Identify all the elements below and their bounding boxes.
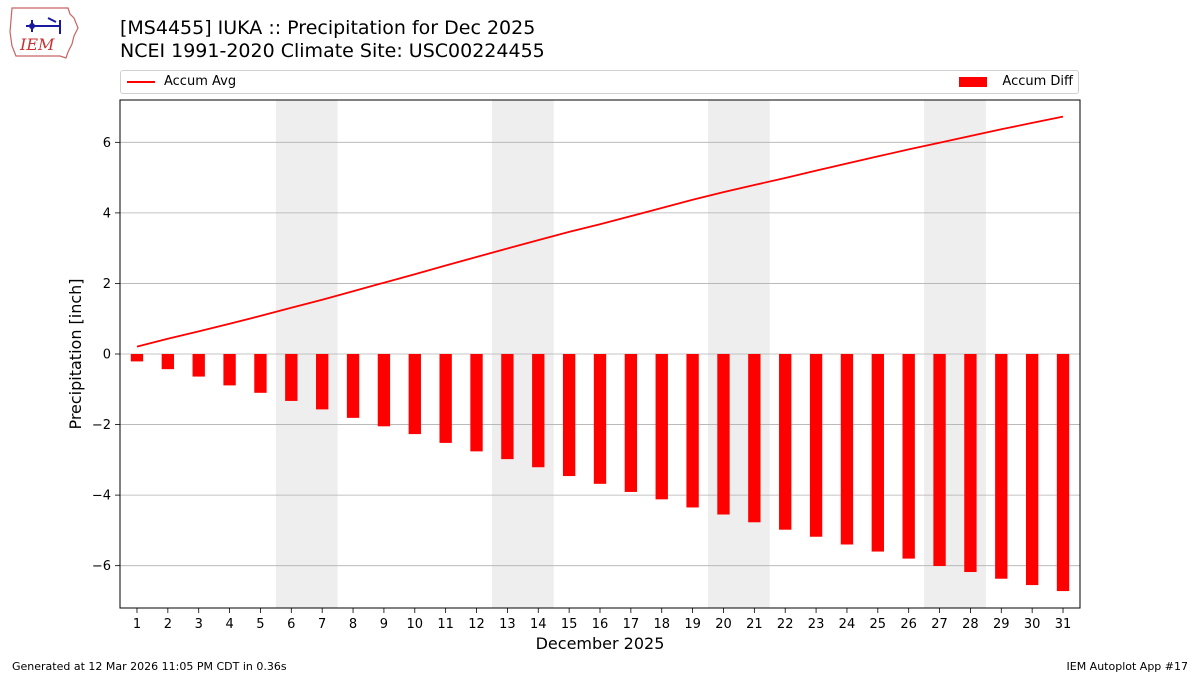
bar-day-25 <box>871 354 884 552</box>
tick-label-y-2: 2 <box>103 277 111 292</box>
iowa-state-outline <box>9 7 79 59</box>
bar-day-28 <box>964 354 977 573</box>
legend: Accum Avg Accum Diff <box>120 70 1079 94</box>
tick-label-x-27: 27 <box>931 617 948 632</box>
bar-day-26 <box>902 354 915 559</box>
bar-day-10 <box>408 354 421 435</box>
tick-label-x-18: 18 <box>653 617 670 632</box>
tick-label-y-6: 6 <box>103 136 111 151</box>
bar-day-22 <box>779 354 792 530</box>
tick-label-x-3: 3 <box>195 617 203 632</box>
bar-day-23 <box>809 354 823 537</box>
tick-label-x-22: 22 <box>777 617 794 632</box>
tick-label-x-5: 5 <box>256 617 264 632</box>
tick-label-y--6: −6 <box>92 559 111 574</box>
bar-day-20 <box>717 354 730 515</box>
tick-label-y--2: −2 <box>92 418 111 433</box>
tick-label-x-7: 7 <box>318 617 326 632</box>
bar-day-27 <box>933 354 946 567</box>
bar-day-30 <box>1025 354 1039 586</box>
bar-day-7 <box>316 354 329 410</box>
bar-day-31 <box>1056 354 1070 592</box>
iem-logo: IEM <box>9 7 79 59</box>
tick-label-x-4: 4 <box>225 617 233 632</box>
bar-day-24 <box>840 354 854 545</box>
bar-day-18 <box>655 354 668 500</box>
bar-day-13 <box>501 354 514 460</box>
tick-label-x-6: 6 <box>287 617 295 632</box>
bar-day-9 <box>377 354 391 427</box>
bar-day-11 <box>439 354 452 443</box>
tick-label-x-30: 30 <box>1024 617 1041 632</box>
tick-label-x-21: 21 <box>746 617 763 632</box>
tick-label-x-23: 23 <box>808 617 825 632</box>
tick-label-x-2: 2 <box>164 617 172 632</box>
tick-label-x-29: 29 <box>993 617 1010 632</box>
bar-day-15 <box>562 354 576 477</box>
tick-label-x-25: 25 <box>870 617 887 632</box>
tick-label-x-8: 8 <box>349 617 357 632</box>
bar-day-17 <box>624 354 638 492</box>
tick-label-x-19: 19 <box>684 617 701 632</box>
tick-label-x-31: 31 <box>1055 617 1072 632</box>
tick-label-x-14: 14 <box>530 617 547 632</box>
bar-day-5 <box>254 354 267 393</box>
bar-day-14 <box>532 354 545 468</box>
tick-label-x-16: 16 <box>592 617 609 632</box>
series-line-accum-avg <box>136 115 1064 348</box>
bar-day-12 <box>470 354 483 452</box>
tick-label-x-10: 10 <box>407 617 424 632</box>
tick-label-y-0: 0 <box>103 348 111 363</box>
legend-bar-swatch <box>959 77 987 87</box>
bar-day-16 <box>593 354 607 484</box>
chart-subtitle: NCEI 1991-2020 Climate Site: USC00224455 <box>120 40 545 62</box>
bar-day-19 <box>686 354 699 508</box>
tick-label-x-17: 17 <box>623 617 640 632</box>
tick-label-x-11: 11 <box>437 617 454 632</box>
legend-line-swatch <box>127 81 155 83</box>
y-axis-label: Precipitation [inch] <box>66 278 85 429</box>
tick-label-y-4: 4 <box>103 206 111 221</box>
footer-app: IEM Autoplot App #17 <box>1066 660 1189 673</box>
bar-day-3 <box>192 354 205 377</box>
bar-day-1 <box>130 354 144 362</box>
tick-label-x-28: 28 <box>962 617 979 632</box>
tick-label-x-1: 1 <box>133 617 141 632</box>
tick-label-x-9: 9 <box>380 617 388 632</box>
tick-label-x-13: 13 <box>499 617 516 632</box>
tick-label-x-20: 20 <box>715 617 732 632</box>
bar-day-29 <box>995 354 1008 579</box>
bar-day-4 <box>223 354 236 386</box>
tick-label-x-24: 24 <box>839 617 856 632</box>
logo-text: IEM <box>19 35 55 54</box>
tick-label-y--4: −4 <box>92 489 111 504</box>
bar-day-2 <box>161 354 175 370</box>
tick-label-x-12: 12 <box>468 617 485 632</box>
bar-day-21 <box>748 354 761 523</box>
tick-label-x-15: 15 <box>561 617 578 632</box>
bar-day-8 <box>346 354 360 418</box>
chart-title: [MS4455] IUKA :: Precipitation for Dec 2… <box>120 17 536 39</box>
legend-label-line: Accum Avg <box>164 74 237 89</box>
x-axis-label: December 2025 <box>536 634 665 653</box>
tick-label-x-26: 26 <box>900 617 917 632</box>
footer-generated: Generated at 12 Mar 2026 11:05 PM CDT in… <box>12 660 287 673</box>
legend-label-bar: Accum Diff <box>1002 74 1073 89</box>
bar-day-6 <box>285 354 298 401</box>
